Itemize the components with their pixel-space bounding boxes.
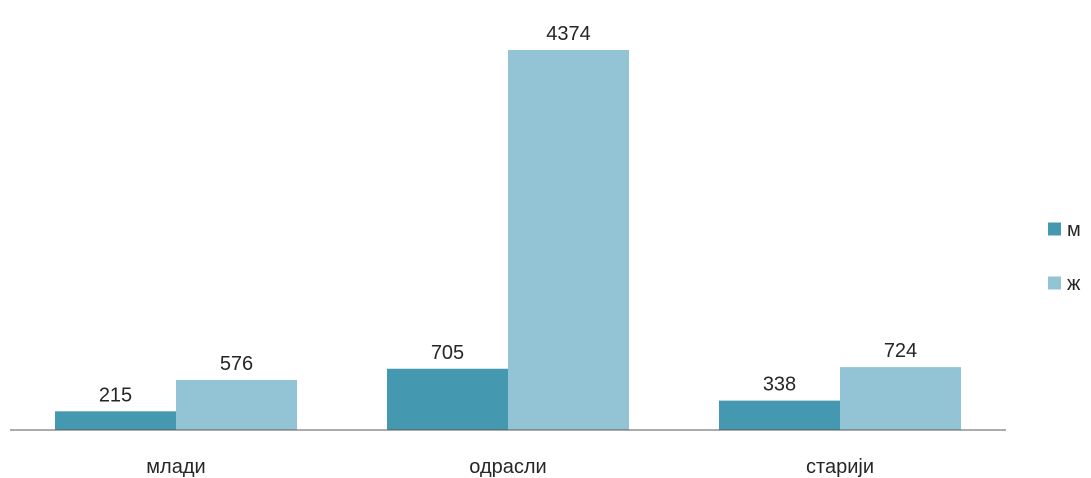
legend-label-ж: ж [1067, 273, 1081, 295]
bars-layer [55, 50, 961, 430]
x-tick-label-одрасли: одрасли [469, 456, 546, 478]
data-label-м-млади: 215 [99, 384, 132, 406]
data-label-ж-одрасли: 4374 [546, 23, 591, 45]
data-label-м-одрасли: 705 [431, 342, 464, 364]
data-labels-layer: 215 576 705 4374 338 724 [99, 23, 917, 406]
x-tick-label-млади: млади [146, 456, 205, 478]
legend-label-м: м [1067, 219, 1081, 241]
x-tick-label-старији: старији [806, 456, 874, 478]
bar-м-одрасли [387, 368, 508, 430]
data-label-ж-млади: 576 [220, 353, 253, 375]
data-label-м-старији: 338 [763, 374, 796, 396]
bar-м-старији [719, 400, 840, 430]
data-label-ж-старији: 724 [884, 340, 917, 362]
bar-ж-одрасли [508, 50, 629, 430]
legend-swatch-м [1048, 222, 1061, 236]
legend-swatch-ж [1048, 276, 1061, 290]
bar-м-млади [55, 411, 176, 430]
bar-ж-старији [840, 367, 961, 430]
bar-ж-млади [176, 379, 297, 430]
legend: мж [1048, 219, 1081, 295]
x-tick-labels: млади одрасли старији [146, 456, 874, 478]
